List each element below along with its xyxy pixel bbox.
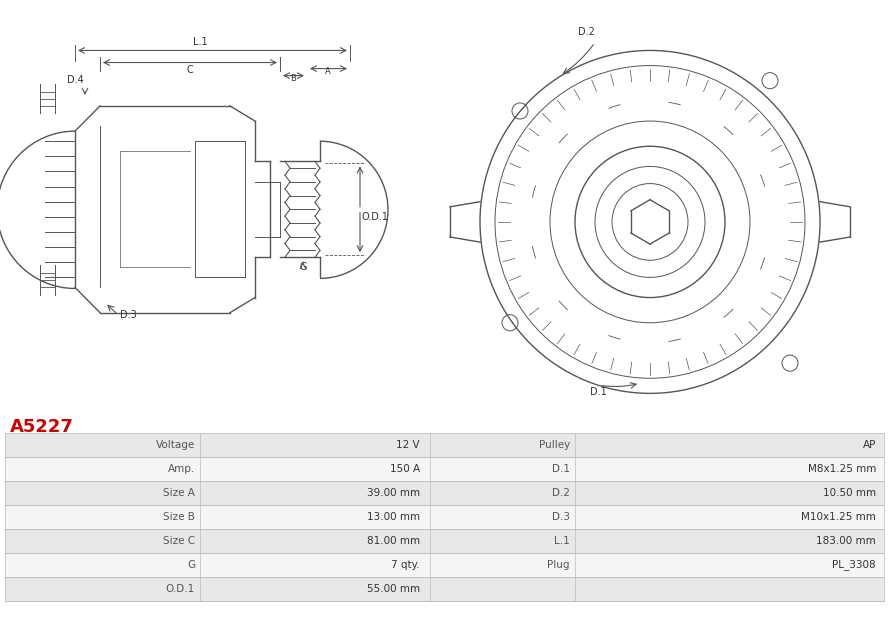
- Text: Amp.: Amp.: [168, 464, 195, 474]
- Text: O.D.1: O.D.1: [362, 212, 389, 222]
- Text: Plug: Plug: [548, 560, 570, 570]
- Text: 12 V: 12 V: [396, 440, 420, 450]
- Text: Voltage: Voltage: [156, 440, 195, 450]
- Text: Pulley: Pulley: [539, 440, 570, 450]
- Text: A: A: [325, 67, 331, 75]
- Text: D.2: D.2: [552, 488, 570, 498]
- Text: A5227: A5227: [10, 418, 74, 436]
- Text: 81.00 mm: 81.00 mm: [367, 536, 420, 546]
- Bar: [5, 529, 884, 553]
- Text: D.2: D.2: [578, 27, 595, 37]
- Text: D.3: D.3: [120, 310, 137, 320]
- Text: Size B: Size B: [163, 512, 195, 522]
- Text: C: C: [187, 65, 194, 75]
- Text: 183.00 mm: 183.00 mm: [816, 536, 876, 546]
- Text: G: G: [187, 560, 195, 570]
- Text: Size C: Size C: [163, 536, 195, 546]
- Bar: [5, 577, 884, 601]
- Bar: [5, 481, 884, 505]
- Text: 55.00 mm: 55.00 mm: [367, 584, 420, 594]
- Text: M10x1.25 mm: M10x1.25 mm: [801, 512, 876, 522]
- Text: PL_3308: PL_3308: [832, 559, 876, 571]
- Text: D.1: D.1: [590, 388, 607, 397]
- Text: D.3: D.3: [552, 512, 570, 522]
- Text: D.1: D.1: [552, 464, 570, 474]
- Bar: [5, 505, 884, 529]
- Text: AP: AP: [862, 440, 876, 450]
- Text: 13.00 mm: 13.00 mm: [367, 512, 420, 522]
- Text: 39.00 mm: 39.00 mm: [367, 488, 420, 498]
- Text: M8x1.25 mm: M8x1.25 mm: [807, 464, 876, 474]
- Bar: [5, 457, 884, 481]
- Bar: [5, 553, 884, 577]
- Text: L.1: L.1: [554, 536, 570, 546]
- Text: 10.50 mm: 10.50 mm: [823, 488, 876, 498]
- Text: 7 qty.: 7 qty.: [391, 560, 420, 570]
- Text: B: B: [290, 74, 296, 83]
- Text: D.4: D.4: [67, 75, 84, 85]
- Text: 150 A: 150 A: [390, 464, 420, 474]
- Text: L.1: L.1: [193, 37, 207, 47]
- Text: G: G: [300, 262, 307, 272]
- Text: Size A: Size A: [163, 488, 195, 498]
- Text: O.D.1: O.D.1: [165, 584, 195, 594]
- Bar: [5, 433, 884, 457]
